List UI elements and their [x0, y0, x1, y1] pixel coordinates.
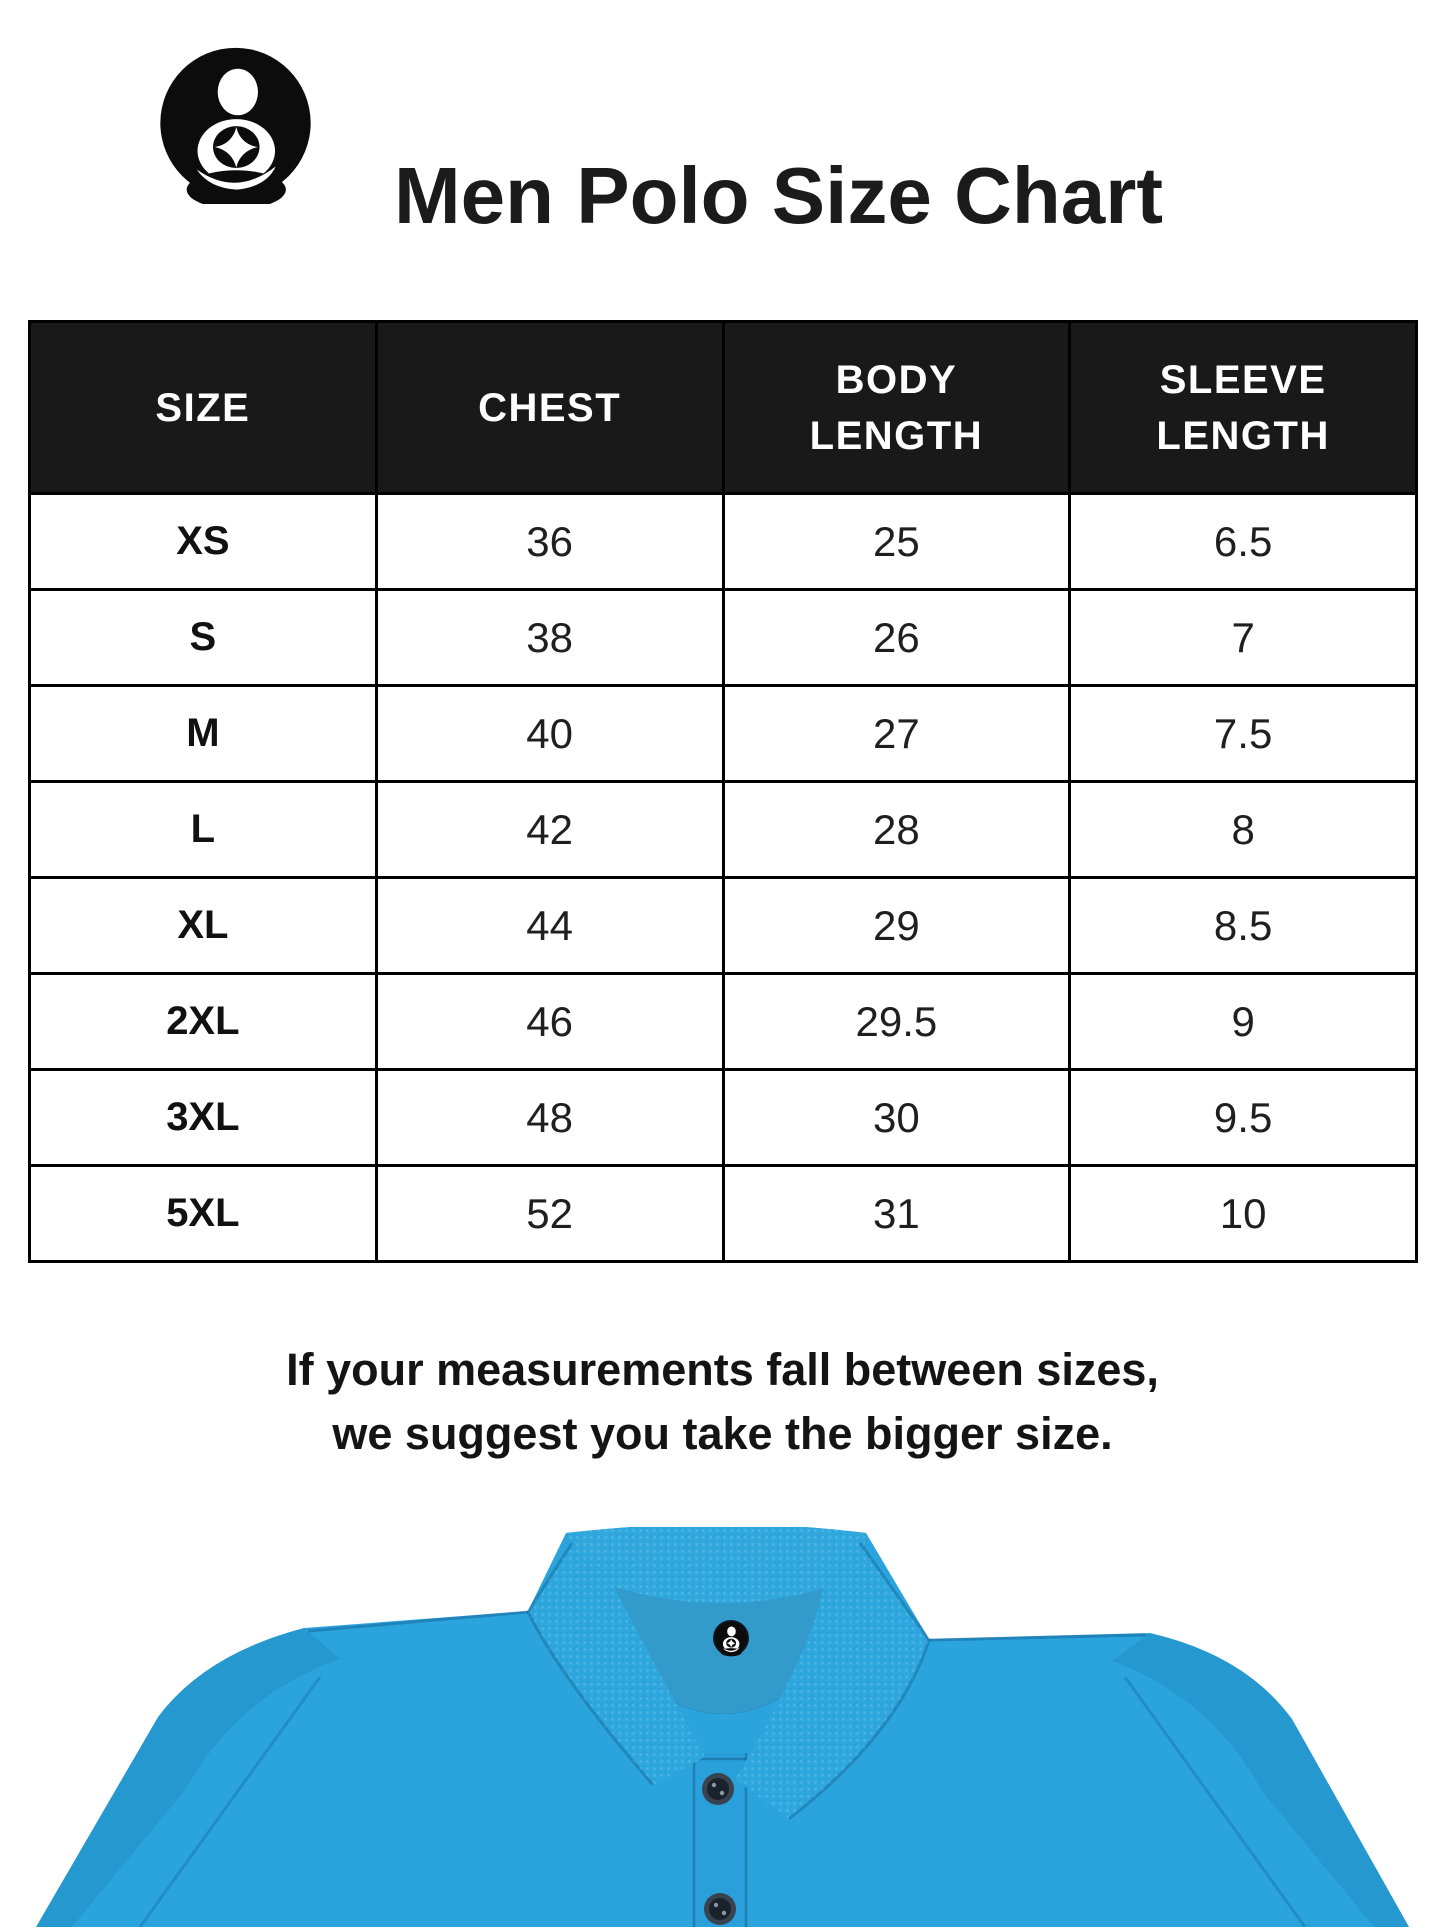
- sleeve-length-cell: 7: [1068, 588, 1418, 687]
- table-row: M 40 27 7.5: [28, 684, 1418, 783]
- polo-shirt-illustration: [36, 1524, 1409, 1928]
- size-cell: XS: [28, 492, 378, 591]
- body-length-cell: 30: [721, 1068, 1072, 1167]
- size-cell: 2XL: [28, 972, 378, 1071]
- sleeve-length-cell: 6.5: [1068, 492, 1418, 591]
- sleeve-length-cell: 9.5: [1068, 1068, 1418, 1167]
- size-cell: 3XL: [28, 1068, 378, 1167]
- sleeve-length-cell: 8: [1068, 780, 1418, 879]
- chest-cell: 38: [374, 588, 725, 687]
- table-row: S 38 26 7: [28, 588, 1418, 687]
- sleeve-length-cell: 9: [1068, 972, 1418, 1071]
- column-header-size: SIZE: [28, 320, 378, 495]
- table-row: XS 36 25 6.5: [28, 492, 1418, 591]
- sleeve-length-cell: 8.5: [1068, 876, 1418, 975]
- size-table-body: XS 36 25 6.5 S 38 26 7 M 40 27 7.5 L 42 28 8 XL 44 29 8.5 2X…: [28, 492, 1418, 1263]
- chest-cell: 36: [374, 492, 725, 591]
- sizing-note: If your measurements fall between sizes,…: [0, 1338, 1445, 1466]
- button: [704, 1893, 736, 1925]
- column-header-chest: CHEST: [374, 320, 725, 495]
- table-row: 5XL 52 31 10: [28, 1164, 1418, 1263]
- page-title: Men Polo Size Chart: [394, 150, 1163, 240]
- body-length-cell: 31: [721, 1164, 1072, 1263]
- chest-cell: 52: [374, 1164, 725, 1263]
- size-chart-table: SIZE CHEST BODY LENGTH SLEEVE LENGTH XS 3…: [28, 320, 1418, 1263]
- body-length-cell: 26: [721, 588, 1072, 687]
- column-header-body-length: BODY LENGTH: [721, 320, 1072, 495]
- sleeve-length-cell: 10: [1068, 1164, 1418, 1263]
- chest-cell: 40: [374, 684, 725, 783]
- column-header-sleeve-length: SLEEVE LENGTH: [1068, 320, 1418, 495]
- sleeve-length-cell: 7.5: [1068, 684, 1418, 783]
- chest-cell: 42: [374, 780, 725, 879]
- body-length-cell: 25: [721, 492, 1072, 591]
- body-length-cell: 29: [721, 876, 1072, 975]
- button: [702, 1773, 734, 1805]
- body-length-cell: 29.5: [721, 972, 1072, 1071]
- note-line-1: If your measurements fall between sizes,: [286, 1344, 1159, 1395]
- polo-shirt-image: [0, 1524, 1445, 1928]
- size-cell: L: [28, 780, 378, 879]
- body-length-cell: 27: [721, 684, 1072, 783]
- size-cell: XL: [28, 876, 378, 975]
- size-cell: 5XL: [28, 1164, 378, 1263]
- table-row: XL 44 29 8.5: [28, 876, 1418, 975]
- size-cell: S: [28, 588, 378, 687]
- chest-cell: 44: [374, 876, 725, 975]
- header-row: SIZE CHEST BODY LENGTH SLEEVE LENGTH: [28, 320, 1418, 495]
- table-row: L 42 28 8: [28, 780, 1418, 879]
- brand-logo-icon: [160, 47, 311, 204]
- chest-cell: 48: [374, 1068, 725, 1167]
- table-header: SIZE CHEST BODY LENGTH SLEEVE LENGTH: [28, 320, 1418, 495]
- body-length-cell: 28: [721, 780, 1072, 879]
- table-row: 3XL 48 30 9.5: [28, 1068, 1418, 1167]
- collar: [526, 1524, 931, 1821]
- neck-label: [713, 1620, 749, 1657]
- table-row: 2XL 46 29.5 9: [28, 972, 1418, 1071]
- polo-body: [36, 1524, 1409, 1928]
- chest-cell: 46: [374, 972, 725, 1071]
- note-line-2: we suggest you take the bigger size.: [332, 1408, 1113, 1459]
- size-cell: M: [28, 684, 378, 783]
